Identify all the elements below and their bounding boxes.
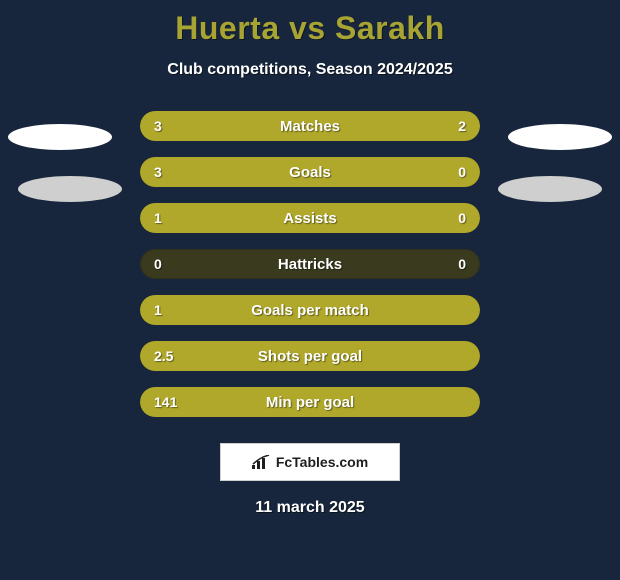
stat-row: 30Goals xyxy=(140,157,480,187)
stat-label: Min per goal xyxy=(140,387,480,417)
stat-row: 141Min per goal xyxy=(140,387,480,417)
stat-row: 2.5Shots per goal xyxy=(140,341,480,371)
stat-label: Goals xyxy=(140,157,480,187)
page-subtitle: Club competitions, Season 2024/2025 xyxy=(0,61,620,79)
stat-label: Hattricks xyxy=(140,249,480,279)
ellipse-icon xyxy=(498,176,602,202)
chart-icon xyxy=(252,455,270,469)
ellipse-icon xyxy=(18,176,122,202)
stat-row: 10Assists xyxy=(140,203,480,233)
watermark-text: FcTables.com xyxy=(276,454,368,470)
stat-label: Matches xyxy=(140,111,480,141)
footer-date: 11 march 2025 xyxy=(0,499,620,517)
stats-container: 32Matches 30Goals 10Assists 00Hattricks 1Goa… xyxy=(0,111,620,417)
ellipse-icon xyxy=(8,124,112,150)
ellipse-icon xyxy=(508,124,612,150)
stat-row: 32Matches xyxy=(140,111,480,141)
stat-label: Goals per match xyxy=(140,295,480,325)
stat-label: Assists xyxy=(140,203,480,233)
watermark-badge: FcTables.com xyxy=(220,443,400,481)
page-title: Huerta vs Sarakh xyxy=(0,0,620,47)
stat-label: Shots per goal xyxy=(140,341,480,371)
stat-row: 00Hattricks xyxy=(140,249,480,279)
stat-row: 1Goals per match xyxy=(140,295,480,325)
